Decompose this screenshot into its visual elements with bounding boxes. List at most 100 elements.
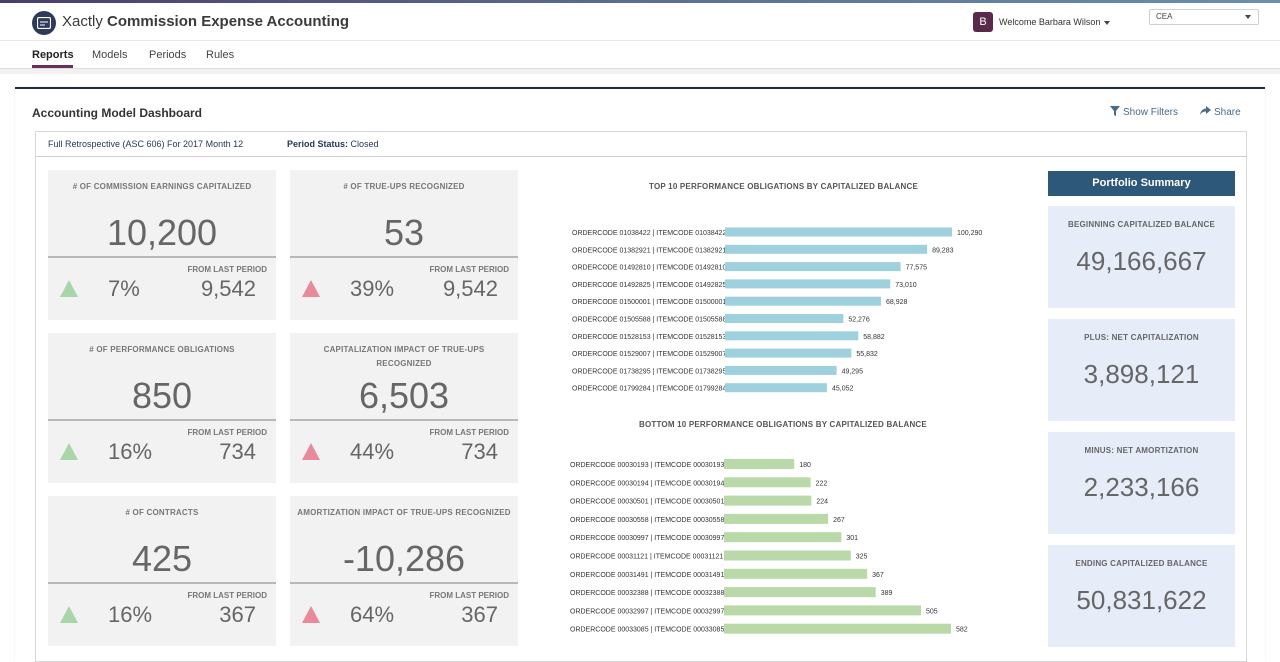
top10-bar[interactable] xyxy=(725,227,952,237)
top10-value-label: 49,295 xyxy=(842,368,864,375)
top10-bar[interactable] xyxy=(725,279,891,289)
kpi-divider xyxy=(48,419,276,421)
kpi-previous: 734 xyxy=(461,439,498,464)
portfolio-ending-balance: ENDING CAPITALIZED BALANCE 50,831,622 xyxy=(1048,545,1235,647)
bottom10-bar[interactable] xyxy=(724,495,812,506)
portfolio-net-amortization: MINUS: NET AMORTIZATION 2,233,166 xyxy=(1048,432,1235,534)
top10-value-label: 100,290 xyxy=(957,230,982,237)
kpi-change: 7% xyxy=(108,276,140,301)
tab-periods[interactable]: Periods xyxy=(149,49,187,61)
bottom10-bar[interactable] xyxy=(724,459,795,469)
welcome-text: Welcome Barbara Wilson xyxy=(999,17,1101,27)
app-header: Xactly Commission Expense Accounting B W… xyxy=(0,3,1280,41)
kpi-title: # OF CONTRACTS xyxy=(125,508,199,517)
kpi-divider xyxy=(290,582,518,584)
top10-category-label: ORDERCODE 01529007 | ITEMCODE 01529007 xyxy=(572,351,726,358)
top10-value-label: 58,882 xyxy=(863,334,885,341)
kpi-title: # OF PERFORMANCE OBLIGATIONS xyxy=(89,345,235,354)
kpi-change: 64% xyxy=(350,602,395,627)
top10-value-label: 77,575 xyxy=(906,265,928,272)
bottom10-value-label: 301 xyxy=(846,535,858,542)
kpi-card-true-ups: # OF TRUE-UPS RECOGNIZED 53 39% FROM LAS… xyxy=(290,170,518,320)
app-title: Xactly Commission Expense Accounting xyxy=(62,13,349,30)
top10-value-label: 45,052 xyxy=(832,386,854,393)
tab-rules[interactable]: Rules xyxy=(206,49,235,61)
instance-select-value: CEA xyxy=(1156,12,1173,21)
top10-chart-title: TOP 10 PERFORMANCE OBLIGATIONS BY CAPITA… xyxy=(649,182,918,191)
kpi-card-earnings-capitalized: # OF COMMISSION EARNINGS CAPITALIZED 10,… xyxy=(48,170,276,320)
app-logo-icon[interactable] xyxy=(32,11,56,35)
top10-category-label: ORDERCODE 01382921 | ITEMCODE 01382921 xyxy=(572,247,726,254)
tab-models[interactable]: Models xyxy=(92,49,128,61)
bottom10-value-label: 367 xyxy=(872,572,884,579)
kpi-previous: 9,542 xyxy=(442,276,498,301)
bottom10-value-label: 325 xyxy=(856,554,868,561)
arrow-up-icon xyxy=(302,606,320,623)
portfolio-value: 49,166,667 xyxy=(1076,246,1207,276)
share-button[interactable]: Share xyxy=(1200,106,1241,118)
instance-select[interactable]: CEA xyxy=(1149,9,1259,25)
user-avatar[interactable]: B xyxy=(973,12,993,32)
bottom10-bar[interactable] xyxy=(724,513,829,524)
kpi-title: # OF TRUE-UPS RECOGNIZED xyxy=(343,182,465,191)
top10-category-label: ORDERCODE 01492810 | ITEMCODE 01492810 xyxy=(572,265,726,272)
bottom10-bar[interactable] xyxy=(724,623,951,634)
bottom10-category-label: ORDERCODE 00031121 | ITEMCODE 00031121 xyxy=(570,554,723,561)
bottom10-bar[interactable] xyxy=(724,477,811,488)
kpi-from-label: FROM LAST PERIOD xyxy=(429,265,509,274)
top10-category-label: ORDERCODE 01528153 | ITEMCODE 01528153 xyxy=(572,334,726,341)
bottom10-value-label: 267 xyxy=(833,517,845,524)
user-menu[interactable]: Welcome Barbara Wilson xyxy=(999,17,1111,27)
kpi-card-performance-obligations: # OF PERFORMANCE OBLIGATIONS 850 16% FRO… xyxy=(48,333,276,483)
bottom10-bar[interactable] xyxy=(724,568,868,579)
top10-value-label: 55,832 xyxy=(856,351,878,358)
top10-category-label: ORDERCODE 01799284 | ITEMCODE 01799284 xyxy=(572,386,726,393)
tab-reports[interactable]: Reports xyxy=(32,49,74,61)
kpi-divider xyxy=(48,582,276,584)
show-filters-button[interactable]: Show Filters xyxy=(1110,106,1178,118)
period-info-bar: Full Retrospective (ASC 606) For 2017 Mo… xyxy=(35,131,1247,157)
kpi-title: # OF COMMISSION EARNINGS CAPITALIZED xyxy=(72,182,252,191)
bottom10-bar[interactable] xyxy=(724,587,876,598)
top10-value-label: 89,283 xyxy=(932,247,954,254)
top10-category-label: ORDERCODE 01500001 | ITEMCODE 01500001 xyxy=(572,299,726,306)
chevron-down-icon xyxy=(1104,20,1111,25)
bottom10-bar[interactable] xyxy=(724,605,921,616)
top10-bar[interactable] xyxy=(725,365,837,375)
bottom10-bar[interactable] xyxy=(724,532,842,543)
top10-bar[interactable] xyxy=(725,383,827,393)
top10-bar[interactable] xyxy=(725,314,844,323)
kpi-from-label: FROM LAST PERIOD xyxy=(429,428,509,437)
top10-bar[interactable] xyxy=(725,348,852,358)
top10-bar[interactable] xyxy=(725,244,928,254)
portfolio-label: ENDING CAPITALIZED BALANCE xyxy=(1075,559,1208,568)
brand-bold: Commission Expense Accounting xyxy=(107,13,350,30)
bottom10-bar-chart: ORDERCODE 00030193 | ITEMCODE 00030193 18… xyxy=(570,459,968,634)
top10-bar[interactable] xyxy=(725,262,901,272)
kpi-change: 16% xyxy=(108,439,153,464)
period-name: Full Retrospective (ASC 606) For 2017 Mo… xyxy=(48,139,244,149)
arrow-up-icon xyxy=(60,280,78,297)
bottom10-value-label: 582 xyxy=(956,627,968,634)
top10-bar[interactable] xyxy=(725,331,859,341)
bottom10-category-label: ORDERCODE 00030193 | ITEMCODE 00030193 xyxy=(570,462,724,469)
kpi-from-label: FROM LAST PERIOD xyxy=(429,591,509,600)
portfolio-value: 50,831,622 xyxy=(1076,585,1207,615)
share-icon xyxy=(1200,106,1211,115)
kpi-change: 16% xyxy=(108,602,153,627)
kpi-previous: 9,542 xyxy=(200,276,256,301)
kpi-from-label: FROM LAST PERIOD xyxy=(187,265,267,274)
show-filters-label: Show Filters xyxy=(1123,107,1179,118)
portfolio-label: PLUS: NET CAPITALIZATION xyxy=(1084,333,1199,342)
kpi-card-contracts: # OF CONTRACTS 425 16% FROM LAST PERIOD … xyxy=(48,496,276,646)
portfolio-label: BEGINNING CAPITALIZED BALANCE xyxy=(1068,220,1215,229)
kpi-value: 10,200 xyxy=(106,212,218,253)
kpi-value: 850 xyxy=(131,375,193,416)
bottom10-category-label: ORDERCODE 00030997 | ITEMCODE 00030997 xyxy=(570,535,724,542)
arrow-up-icon xyxy=(60,606,78,623)
arrow-up-icon xyxy=(302,443,320,460)
bottom10-chart-title: BOTTOM 10 PERFORMANCE OBLIGATIONS BY CAP… xyxy=(639,420,927,429)
top10-bar[interactable] xyxy=(725,296,882,306)
bottom10-bar[interactable] xyxy=(724,550,851,561)
top10-value-label: 68,928 xyxy=(886,299,908,306)
